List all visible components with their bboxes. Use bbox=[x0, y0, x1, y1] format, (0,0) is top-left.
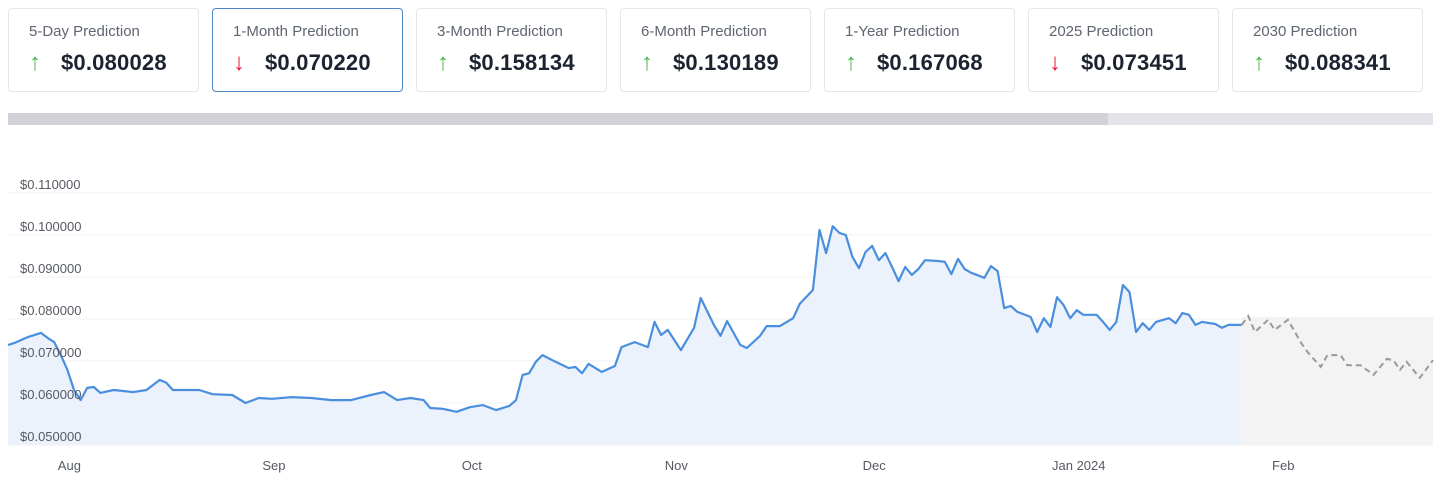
prediction-card-value: $0.158134 bbox=[469, 50, 575, 75]
prediction-card[interactable]: 1-Month Prediction ↓ $0.070220 bbox=[212, 8, 403, 92]
price-area-fill bbox=[8, 226, 1242, 445]
y-tick-label: $0.060000 bbox=[20, 387, 81, 402]
prediction-card[interactable]: 2025 Prediction ↓ $0.073451 bbox=[1028, 8, 1219, 92]
x-tick-label: Jan 2024 bbox=[1052, 458, 1106, 473]
arrow-up-icon: ↑ bbox=[29, 49, 42, 76]
prediction-card[interactable]: 2030 Prediction ↑ $0.088341 bbox=[1232, 8, 1423, 92]
prediction-card-value-row: ↓ $0.073451 bbox=[1049, 49, 1218, 77]
prediction-card-value: $0.130189 bbox=[673, 50, 779, 75]
prediction-card-label: 1-Year Prediction bbox=[845, 23, 960, 40]
prediction-card-label: 6-Month Prediction bbox=[641, 23, 767, 40]
prediction-card-label: 2030 Prediction bbox=[1253, 23, 1358, 40]
prediction-card-value-row: ↓ $0.070220 bbox=[233, 49, 402, 77]
arrow-up-icon: ↑ bbox=[641, 49, 654, 76]
price-forecast-line bbox=[1240, 314, 1434, 380]
y-tick-label: $0.050000 bbox=[20, 429, 81, 444]
y-tick-label: $0.070000 bbox=[20, 345, 81, 360]
prediction-card[interactable]: 6-Month Prediction ↑ $0.130189 bbox=[620, 8, 811, 92]
arrow-down-icon: ↓ bbox=[233, 49, 246, 76]
horizontal-scrollbar[interactable] bbox=[8, 113, 1433, 125]
y-tick-label: $0.100000 bbox=[20, 219, 81, 234]
prediction-card-label: 5-Day Prediction bbox=[29, 23, 140, 40]
scrollbar-thumb[interactable] bbox=[8, 113, 1108, 125]
y-tick-label: $0.080000 bbox=[20, 303, 81, 318]
y-tick-label: $0.110000 bbox=[20, 177, 81, 192]
prediction-card[interactable]: 1-Year Prediction ↑ $0.167068 bbox=[824, 8, 1015, 92]
prediction-card-value: $0.070220 bbox=[265, 50, 371, 75]
prediction-card-value: $0.088341 bbox=[1285, 50, 1391, 75]
prediction-card-value-row: ↑ $0.130189 bbox=[641, 49, 810, 77]
prediction-card-value: $0.167068 bbox=[877, 50, 983, 75]
x-tick-label: Feb bbox=[1272, 458, 1294, 473]
x-tick-label: Oct bbox=[462, 458, 483, 473]
x-tick-label: Aug bbox=[58, 458, 81, 473]
x-tick-label: Dec bbox=[863, 458, 887, 473]
prediction-card-value-row: ↑ $0.167068 bbox=[845, 49, 1014, 77]
arrow-up-icon: ↑ bbox=[1253, 49, 1266, 76]
prediction-card-value: $0.073451 bbox=[1081, 50, 1187, 75]
prediction-card-value-row: ↑ $0.088341 bbox=[1253, 49, 1422, 77]
prediction-card-value: $0.080028 bbox=[61, 50, 167, 75]
arrow-up-icon: ↑ bbox=[437, 49, 450, 76]
prediction-card[interactable]: 5-Day Prediction ↑ $0.080028 bbox=[8, 8, 199, 92]
arrow-up-icon: ↑ bbox=[845, 49, 858, 76]
forecast-region bbox=[1241, 317, 1433, 445]
arrow-down-icon: ↓ bbox=[1049, 49, 1062, 76]
prediction-cards: 5-Day Prediction ↑ $0.080028 1-Month Predic… bbox=[8, 8, 1423, 92]
prediction-card-value-row: ↑ $0.158134 bbox=[437, 49, 606, 77]
prediction-card-value-row: ↑ $0.080028 bbox=[29, 49, 198, 77]
x-tick-label: Sep bbox=[262, 458, 285, 473]
price-history-line bbox=[7, 225, 1242, 413]
prediction-card-label: 3-Month Prediction bbox=[437, 23, 563, 40]
x-tick-label: Nov bbox=[665, 458, 689, 473]
prediction-card[interactable]: 3-Month Prediction ↑ $0.158134 bbox=[416, 8, 607, 92]
prediction-card-label: 2025 Prediction bbox=[1049, 23, 1154, 40]
y-tick-label: $0.090000 bbox=[20, 261, 81, 276]
prediction-card-label: 1-Month Prediction bbox=[233, 23, 359, 40]
